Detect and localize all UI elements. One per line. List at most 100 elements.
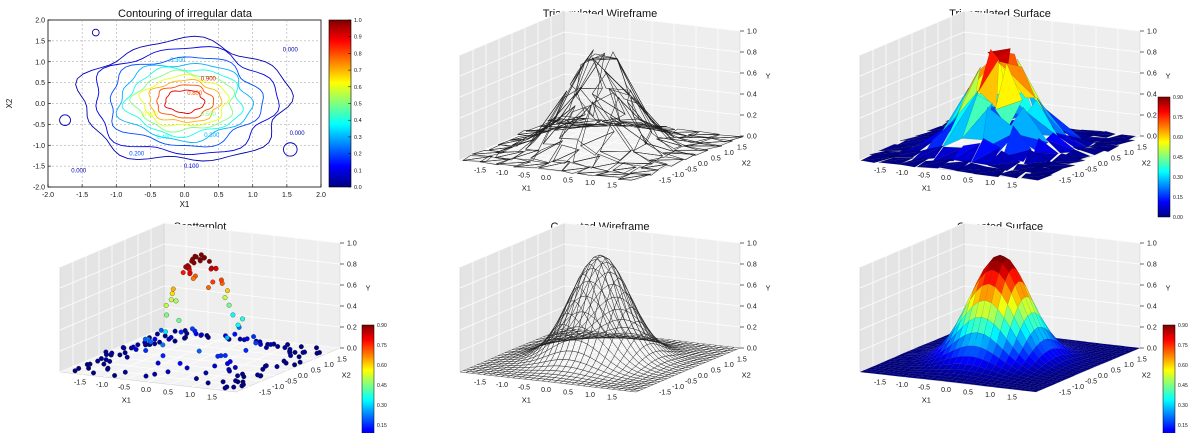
surface-cell (1107, 356, 1119, 360)
colorbar-3d (1162, 324, 1176, 433)
scatter-point (205, 380, 211, 386)
scatter-point (225, 361, 230, 367)
xtick-label: 1.0 (585, 180, 595, 187)
colorbar-3d-tick-label: 0.30 (1173, 175, 1183, 181)
scatter-point (203, 370, 209, 376)
ztick-label: 1.0 (1147, 241, 1157, 248)
contour-ytick-label: -2.0 (33, 185, 45, 192)
pane-grid-z (459, 306, 741, 352)
xtick-label: -1.0 (896, 382, 908, 389)
scatter-point (302, 349, 308, 355)
ytick-label: 1.0 (324, 362, 334, 369)
pane-grid-x (569, 23, 675, 173)
wire-triangle (536, 122, 571, 136)
pane-grid-x (169, 235, 275, 385)
surface-cell (1114, 353, 1126, 356)
scatter-point (166, 336, 172, 342)
colorbar-3d-tick-label: 0.15 (377, 423, 387, 429)
colorbar-tick-label: 1.0 (354, 18, 362, 24)
surface-triangle (932, 146, 963, 162)
wire-triangle (517, 130, 551, 135)
surface-triangle (878, 157, 914, 163)
wire-triangle (698, 137, 733, 144)
scatter-point (297, 359, 303, 365)
scatter-point (124, 354, 130, 360)
wire-triangle (669, 136, 702, 144)
scatter-point (76, 365, 82, 371)
contour-level-label: 0.200 (129, 152, 145, 158)
ytick-label: 1.0 (724, 362, 734, 369)
pane-grid-x (525, 230, 631, 380)
wire-triangle (591, 72, 626, 115)
ztick-label: 0.2 (747, 325, 757, 332)
ytick-label: -1.0 (672, 384, 684, 391)
scatter-point (122, 350, 128, 356)
zlabel: Y (1165, 284, 1170, 293)
scatter-point (210, 279, 216, 285)
scatter-point (224, 384, 230, 390)
wire-triangle (552, 144, 580, 163)
surface-triangle (1072, 146, 1107, 150)
surface-triangle (898, 158, 929, 168)
ylabel: X2 (1142, 371, 1151, 380)
pane-grid-x (613, 28, 719, 178)
pane-grid-z (859, 52, 1141, 98)
scatter-point (172, 338, 178, 344)
colorbar-3d-tick-label: 0.75 (377, 343, 387, 349)
surface-triangle (978, 58, 999, 109)
colorbar-tick-label: 0.1 (354, 168, 362, 174)
ztick-label: 0.4 (347, 304, 357, 311)
scatter-point (241, 374, 247, 380)
scatter-point (158, 327, 164, 333)
ytick-label: -0.5 (1085, 167, 1097, 174)
zlabel: Y (765, 72, 770, 81)
xtick-label: -1.5 (474, 168, 486, 175)
colorbar-3d-tick-label: 0.45 (377, 383, 387, 389)
scatter-point (235, 379, 241, 385)
wire-triangle (572, 139, 601, 163)
ytick-label: 0.5 (711, 368, 721, 375)
colorbar-3d-tick-label: 0.90 (377, 323, 387, 329)
ztick-label: 0.8 (747, 262, 757, 269)
scatter-point (122, 369, 128, 375)
scatter-point (135, 342, 141, 348)
colorbar-tick-label: 0.0 (354, 185, 362, 191)
ztick-label: 0.2 (347, 325, 357, 332)
pane-grid-z (59, 327, 341, 373)
surface-triangle (887, 150, 923, 158)
ytick-label: -0.5 (1085, 379, 1097, 386)
wire-triangle (585, 53, 618, 61)
pane-grid-z (59, 222, 341, 268)
contour-ytick-label: 0.5 (35, 80, 45, 87)
wire-triangle (530, 140, 563, 159)
scatter-plot: 0.00.20.40.60.81.0Y-1.5 -1.0 -0.5 0.0 0.5 1.0… (59, 222, 387, 433)
scatter-point (105, 366, 111, 372)
contour-level-label: 0.300 (204, 133, 220, 139)
ztick-label: 0.8 (347, 262, 357, 269)
scatter-point (117, 352, 123, 358)
surface-triangle (1033, 137, 1059, 154)
surface-cell (1032, 387, 1044, 391)
surface-triangle (987, 150, 1021, 166)
ytick-label: -1.0 (1072, 384, 1084, 391)
colorbar-3d-tick-label: 0.00 (1173, 215, 1183, 221)
contour-level-label: 0.400 (157, 135, 173, 141)
scatter-point (235, 373, 241, 379)
scatter-point (287, 348, 293, 354)
wire-triangle (577, 166, 609, 174)
pane-grid-z (59, 285, 341, 331)
xtick-label: -1.5 (474, 380, 486, 387)
scatter-point (72, 368, 78, 374)
pane-grid-z (59, 306, 341, 352)
surface-triangle (1088, 142, 1120, 148)
surface-triangle (1050, 131, 1088, 147)
surface-cell (1036, 386, 1048, 390)
ytick-label: 0.5 (1111, 156, 1121, 163)
scatter-point (172, 328, 178, 334)
ytick-label: 0.5 (311, 368, 321, 375)
xtick-label: 0.0 (941, 175, 951, 182)
ytick-label: 1.0 (724, 150, 734, 157)
ytick-label: 0.0 (698, 161, 708, 168)
colorbar-3d-tick-label: 0.15 (1178, 423, 1188, 429)
pane-grid-y (137, 234, 315, 360)
